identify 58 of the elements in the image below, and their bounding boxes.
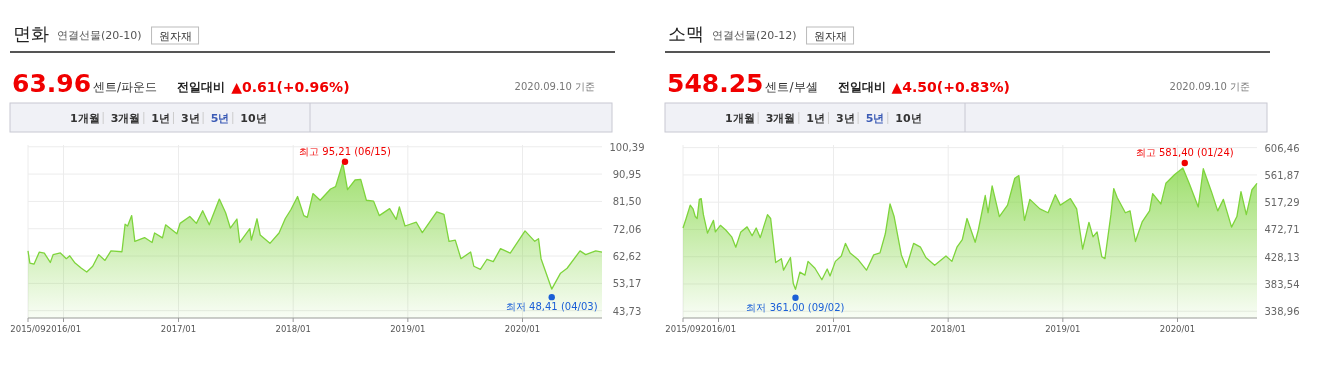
y-tick-label: 53,17: [612, 278, 642, 290]
annotation: 최저 361,00 (09/02): [746, 301, 845, 313]
chart-subtitle: 연결선물(20-10): [57, 29, 142, 42]
y-tick-label: 62,62: [612, 251, 642, 263]
text: 5년: [865, 112, 885, 125]
y-tick-label: 383,54: [1264, 278, 1300, 290]
text: ▲4.50(+0.83%): [891, 79, 1010, 95]
text: 1년: [151, 112, 170, 125]
y-tick-label: 472,71: [1264, 224, 1300, 236]
text: 1개월: [725, 112, 755, 125]
y-tick-label: 606,46: [1264, 142, 1300, 154]
x-tick-label: 2019/01: [390, 324, 426, 334]
y-tick-label: 517,29: [1264, 197, 1300, 209]
y-tick-label: 43,73: [612, 305, 642, 317]
text: 3개월: [765, 112, 796, 125]
y-tick-label: 72,06: [612, 223, 642, 235]
text: 10년: [895, 112, 922, 125]
x-tick-label: 2020/01: [1159, 324, 1196, 334]
text: 548.25: [667, 69, 764, 98]
text: 3개월: [110, 112, 141, 125]
x-tick-label: 2017/01: [160, 324, 197, 334]
text: 전일대비: [837, 80, 886, 94]
text: 5년: [210, 112, 230, 125]
x-tick-label: 2018/01: [930, 324, 966, 334]
y-tick-label: 338,96: [1264, 306, 1300, 318]
y-tick-label: 428,13: [1264, 251, 1300, 263]
y-tick-label: 100,39: [609, 141, 645, 153]
text: 센트/파운드: [93, 80, 158, 94]
x-tick-label: 2015/09: [665, 324, 701, 334]
x-tick-label: 2016/01: [700, 324, 737, 334]
text: 63.96: [12, 69, 92, 98]
annotation: 최고 581,40 (01/24): [1135, 146, 1234, 158]
text: 2020.09.10 기준: [514, 81, 595, 92]
y-tick-label: 90,95: [612, 169, 642, 181]
annotation: 최저 48,41 (04/03): [505, 301, 598, 313]
x-tick-label: 2018/01: [275, 324, 311, 334]
annotation: 최고 95,21 (06/15): [299, 145, 391, 157]
text: 2020.09.10 기준: [1169, 81, 1250, 92]
text: 10년: [240, 112, 267, 125]
x-tick-label: 2015/09: [10, 324, 46, 334]
y-tick-label: 561,87: [1264, 169, 1300, 181]
x-tick-label: 2019/01: [1045, 324, 1081, 334]
text: 전일대비: [177, 80, 226, 94]
x-tick-label: 2016/01: [45, 324, 82, 334]
chart-title: 소맥: [668, 23, 704, 44]
text: 1년: [806, 112, 825, 125]
text: 원자재: [813, 30, 847, 43]
text: 센트/부셸: [765, 80, 818, 94]
text: 원자재: [158, 30, 192, 43]
text: 1개월: [70, 112, 100, 125]
x-tick-label: 2020/01: [504, 324, 541, 334]
text: ▲0.61(+0.96%): [231, 79, 350, 95]
chart-title: 면화: [13, 23, 49, 44]
y-tick-label: 81,50: [612, 196, 642, 208]
chart-subtitle: 연결선물(20-12): [712, 29, 797, 42]
text: 3년: [180, 112, 200, 125]
text: 3년: [835, 112, 855, 125]
x-tick-label: 2017/01: [815, 324, 852, 334]
